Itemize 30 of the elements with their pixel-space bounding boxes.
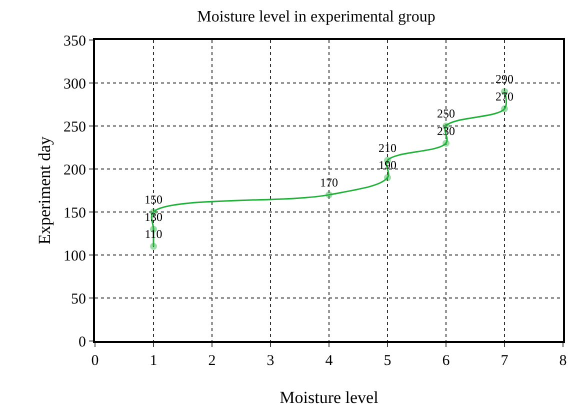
point bbox=[326, 191, 332, 198]
data-label: 150 bbox=[144, 192, 162, 207]
x-axis-title: Moisture level bbox=[280, 388, 379, 407]
x-tick-label: 4 bbox=[325, 353, 334, 369]
chart-title: Moisture level in experimental group bbox=[197, 8, 436, 26]
data-label: 290 bbox=[496, 72, 514, 86]
data-label: 250 bbox=[437, 106, 455, 121]
point bbox=[150, 242, 157, 250]
x-tick-label: 1 bbox=[150, 353, 158, 369]
y-axis-title: Experiment day bbox=[35, 136, 54, 245]
y-tick-label: 150 bbox=[64, 205, 86, 222]
point bbox=[501, 105, 508, 112]
y-tick-label: 100 bbox=[64, 248, 86, 264]
point bbox=[442, 140, 450, 147]
x-tick-label: 7 bbox=[500, 353, 509, 369]
y-tick-label: 0 bbox=[78, 334, 86, 350]
x-tick-label: 2 bbox=[208, 353, 216, 369]
y-tick-label: 350 bbox=[64, 33, 86, 50]
x-tick-label: 8 bbox=[559, 353, 567, 369]
point bbox=[384, 174, 391, 182]
y-tick-label: 50 bbox=[71, 291, 86, 308]
data-label: 170 bbox=[320, 175, 338, 190]
x-tick-label: 3 bbox=[266, 353, 274, 369]
x-tick-label: 6 bbox=[442, 353, 450, 369]
y-tick-label: 250 bbox=[64, 119, 86, 136]
y-tick-label: 300 bbox=[64, 76, 86, 92]
x-tick-label: 5 bbox=[384, 353, 392, 369]
data-label: 210 bbox=[378, 141, 396, 156]
x-tick-label: 0 bbox=[91, 353, 99, 369]
y-tick-label: 200 bbox=[64, 162, 86, 178]
